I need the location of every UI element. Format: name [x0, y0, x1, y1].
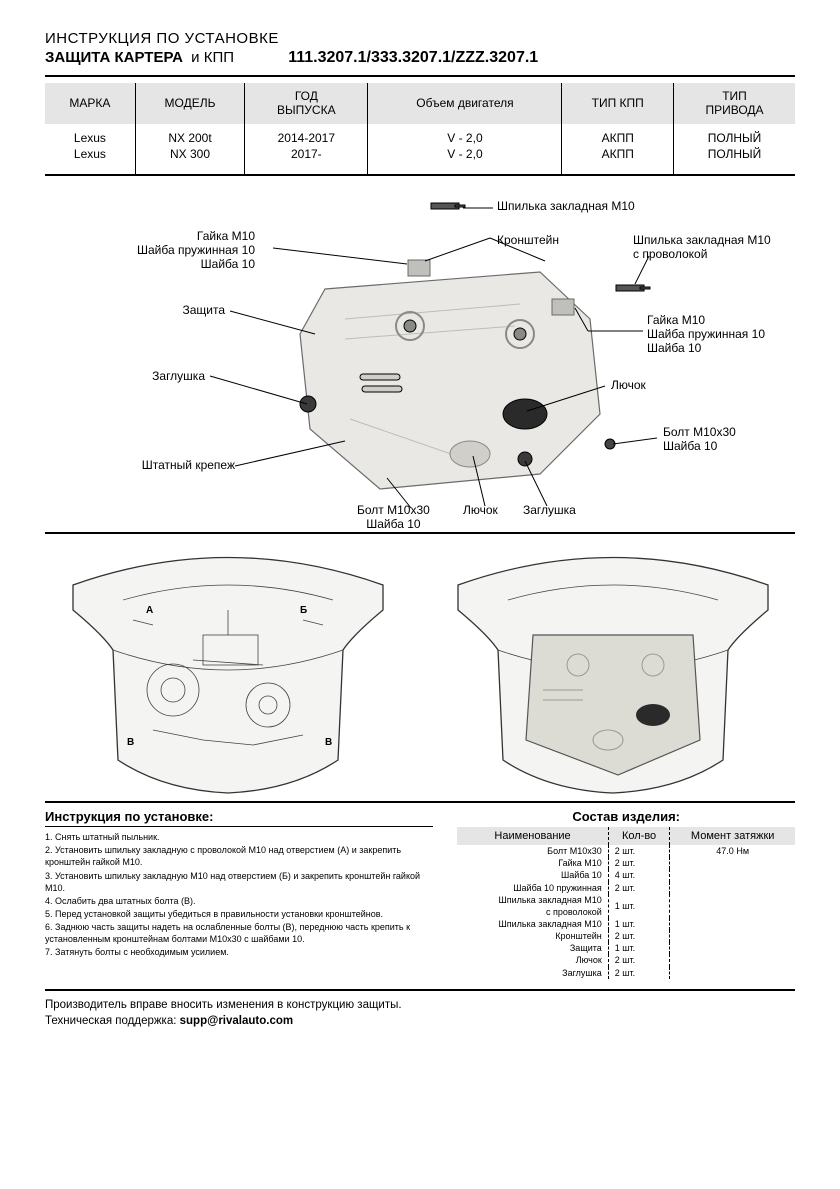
- rule-lower: [45, 801, 795, 803]
- spec-table-wrap: МАРКА МОДЕЛЬ ГОДВЫПУСКА Объем двигателя …: [45, 83, 795, 176]
- rule-top: [45, 75, 795, 77]
- vehicle-views: А Б В В: [45, 540, 795, 795]
- vehicle-view-before: А Б В В: [45, 540, 410, 795]
- doc-title-bold: ЗАЩИТА КАРТЕРА: [45, 49, 183, 66]
- underside-after-icon: [438, 540, 788, 795]
- bom-row: Заглушка2 шт.: [457, 967, 795, 979]
- instructions-block: Инструкция по установке: 1. Снять штатны…: [45, 809, 433, 979]
- rule-mid: [45, 532, 795, 534]
- spec-col: МОДЕЛЬ: [135, 83, 244, 124]
- footer-line2: Техническая поддержка: supp@rivalauto.co…: [45, 1013, 795, 1029]
- instruction-item: 4. Ослабить два штатных болта (В).: [45, 895, 433, 907]
- callout-plug-bottom: Заглушка: [523, 504, 576, 518]
- bom-title: Состав изделия:: [457, 809, 795, 824]
- instruction-item: 1. Снять штатный пыльник.: [45, 831, 433, 843]
- bom-table: Наименование Кол-во Момент затяжки Болт …: [457, 827, 795, 979]
- callout-bracket: Кронштейн: [497, 234, 559, 248]
- spec-row: LexusLexus NX 200tNX 300 2014-20172017- …: [45, 124, 795, 174]
- svg-text:А: А: [146, 605, 153, 616]
- callout-bolt-bottom: Болт М10х30Шайба 10: [357, 504, 430, 532]
- callout-hatch-right: Лючок: [611, 379, 646, 393]
- vehicle-view-after: [430, 540, 795, 795]
- callout-protection: Защита: [182, 304, 225, 318]
- instruction-item: 5. Перед установкой защиты убедиться в п…: [45, 908, 433, 920]
- instruction-item: 6. Заднюю часть защиты надеть на ослабле…: [45, 921, 433, 945]
- callout-stock-mount: Штатный крепеж: [142, 459, 235, 473]
- lower-columns: Инструкция по установке: 1. Снять штатны…: [45, 809, 795, 979]
- callout-nut-right: Гайка М10Шайба пружинная 10Шайба 10: [647, 314, 765, 355]
- footer-line1: Производитель вправе вносить изменения в…: [45, 997, 795, 1013]
- spec-col: Объем двигателя: [368, 83, 562, 124]
- bom-col: Момент затяжки: [670, 827, 795, 845]
- bom-block: Состав изделия: Наименование Кол-во Моме…: [457, 809, 795, 979]
- instructions-list: 1. Снять штатный пыльник. 2. Установить …: [45, 831, 433, 958]
- bom-row: Защита1 шт.: [457, 942, 795, 954]
- bom-row: Шайба 10 пружинная2 шт.: [457, 882, 795, 894]
- underside-before-icon: А Б В В: [53, 540, 403, 795]
- spec-col: МАРКА: [45, 83, 135, 124]
- instruction-item: 2. Установить шпильку закладную с провол…: [45, 844, 433, 868]
- svg-text:В: В: [127, 737, 134, 748]
- bom-row: Лючок2 шт.: [457, 954, 795, 966]
- main-diagram: Шпилька закладная M10 Гайка М10Шайба пру…: [45, 186, 795, 526]
- svg-text:Б: Б: [300, 605, 307, 616]
- instructions-title: Инструкция по установке:: [45, 809, 433, 827]
- bom-row: Шпилька закладная М101 шт.: [457, 918, 795, 930]
- callout-top-stud: Шпилька закладная M10: [497, 200, 635, 214]
- bom-row: Шайба 104 шт.: [457, 869, 795, 881]
- document-header: ИНСТРУКЦИЯ ПО УСТАНОВКЕ ЗАЩИТА КАРТЕРА и…: [45, 30, 795, 67]
- spec-col: ТИППРИВОДА: [674, 83, 795, 124]
- callout-stud-right: Шпилька закладная М10с проволокой: [633, 234, 771, 262]
- bom-row: Кронштейн2 шт.: [457, 930, 795, 942]
- doc-title-and: и КПП: [191, 49, 234, 66]
- spec-col: ТИП КПП: [562, 83, 674, 124]
- callout-hatch-bottom: Лючок: [463, 504, 498, 518]
- bom-row: Шпилька закладная М10с проволокой1 шт.: [457, 894, 795, 918]
- bom-row: Гайка М102 шт.: [457, 857, 795, 869]
- instruction-item: 3. Установить шпильку закладную М10 над …: [45, 870, 433, 894]
- spec-header-row: МАРКА МОДЕЛЬ ГОДВЫПУСКА Объем двигателя …: [45, 83, 795, 124]
- bom-col: Кол-во: [608, 827, 670, 845]
- callout-plug-left: Заглушка: [152, 370, 205, 384]
- bom-col: Наименование: [457, 827, 608, 845]
- callout-bolt-right: Болт М10х30Шайба 10: [663, 426, 736, 454]
- spec-col: ГОДВЫПУСКА: [245, 83, 368, 124]
- bom-row: Болт М10х302 шт.47.0 Нм: [457, 845, 795, 857]
- support-email: supp@rivalauto.com: [180, 1015, 293, 1027]
- instruction-item: 7. Затянуть болты с необходимым усилием.: [45, 946, 433, 958]
- spec-table: МАРКА МОДЕЛЬ ГОДВЫПУСКА Объем двигателя …: [45, 83, 795, 174]
- doc-title-row: ЗАЩИТА КАРТЕРА и КПП 111.3207.1/333.3207…: [45, 49, 795, 67]
- doc-subtitle: ИНСТРУКЦИЯ ПО УСТАНОВКЕ: [45, 30, 795, 47]
- svg-text:В: В: [325, 737, 332, 748]
- callout-nut-left: Гайка М10Шайба пружинная 10Шайба 10: [137, 230, 255, 271]
- footer: Производитель вправе вносить изменения в…: [45, 989, 795, 1029]
- part-number: 111.3207.1/333.3207.1/ZZZ.3207.1: [288, 49, 538, 66]
